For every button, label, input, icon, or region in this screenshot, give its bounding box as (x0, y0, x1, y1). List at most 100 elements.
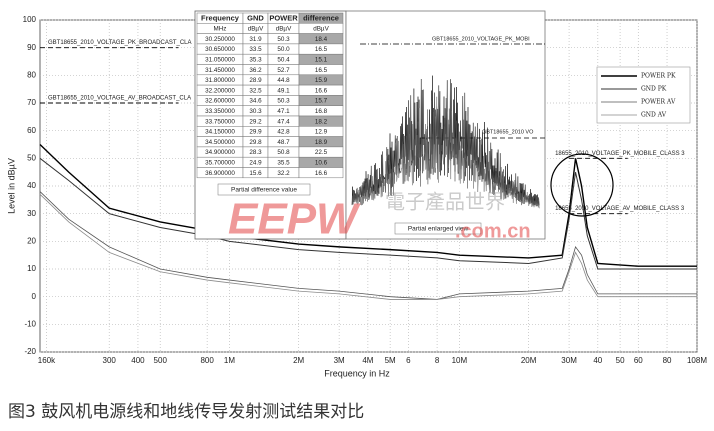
table-text: GND (247, 14, 264, 23)
y-tick-label: 40 (27, 181, 36, 190)
x-tick-label: 6 (406, 356, 411, 365)
table-text: 48.7 (277, 139, 290, 146)
table-text: 47.1 (277, 108, 290, 115)
y-tick-label: 70 (27, 98, 36, 107)
table-text: 34.150000 (205, 129, 235, 136)
x-tick-label: 5M (385, 356, 396, 365)
highlight-circle (550, 153, 614, 217)
table-text: 50.3 (277, 98, 290, 105)
watermark-domain: .com.cn (455, 220, 531, 242)
x-tick-label: 50 (616, 356, 625, 365)
table-text: difference (303, 14, 339, 23)
table-text: 31.800000 (205, 77, 235, 84)
y-tick-label: 10 (27, 264, 36, 273)
x-tick-label: 8 (435, 356, 440, 365)
table-text: dBµV (248, 26, 264, 33)
table-text: 15.6 (249, 170, 262, 177)
table-text: 47.4 (277, 118, 290, 125)
y-tick-label: 100 (23, 15, 37, 24)
table-text: 32.5 (249, 87, 262, 94)
inset-label-box (394, 222, 482, 235)
table-text: 30.3 (249, 108, 262, 115)
legend-label: GND PK (641, 86, 667, 93)
x-tick-label: 1M (224, 356, 235, 365)
y-tick-label: 60 (27, 126, 36, 135)
table-text: 52.7 (277, 67, 290, 74)
table-text: 18.2 (315, 118, 328, 125)
table-text: 28.9 (249, 77, 262, 84)
table-text: 29.2 (249, 118, 262, 125)
x-tick-label: 400 (131, 356, 145, 365)
table-text: 16.5 (315, 46, 328, 53)
table-text: POWER (269, 14, 298, 23)
x-tick-label: 500 (154, 356, 168, 365)
watermark-brand: EEPW (228, 195, 361, 244)
inset-limit-label: GBT18655_2010_VOLTAGE_PK_MOBI (432, 36, 530, 42)
table-text: 50.0 (277, 46, 290, 53)
table-text: 30.250000 (205, 36, 235, 43)
table-text: 42.8 (277, 129, 290, 136)
y-tick-label: 20 (27, 236, 36, 245)
table-text: 35.700000 (205, 160, 235, 167)
table-text: 35.5 (277, 160, 290, 167)
table-text: dBµV (276, 26, 292, 33)
table-text: 44.8 (277, 77, 290, 84)
table-text: 15.9 (315, 77, 328, 84)
table-text: 12.9 (315, 129, 328, 136)
table-text: 36.2 (249, 67, 262, 74)
table-text: 33.750000 (205, 118, 235, 125)
series-line (39, 143, 697, 267)
figure-caption: 图3 鼓风机电源线和地线传导发射测试结果对比 (8, 402, 364, 422)
table-text: 16.5 (315, 67, 328, 74)
table-text: 30.650000 (205, 46, 235, 53)
limit-label: GBT18655_2010_VOLTAGE_AV_BROADCAST_CLA (48, 96, 191, 102)
table-text: 18.9 (315, 139, 328, 146)
x-tick-label: 4M (362, 356, 373, 365)
table-text: 15.1 (315, 57, 328, 64)
y-tick-label: 50 (27, 153, 36, 162)
series-line (39, 194, 697, 300)
table-text: 36.900000 (205, 170, 235, 177)
table-text: 18.4 (315, 36, 328, 43)
limit-label: 18655_2010_VOLTAGE_PK_MOBILE_CLASS 3 (555, 151, 685, 157)
limit-label: 18655_2010_VOLTAGE_AV_MOBILE_CLASS 3 (555, 206, 685, 212)
table-caption: Partial difference value (231, 187, 297, 194)
table-text: 10.6 (315, 160, 328, 167)
table-text: 50.8 (277, 149, 290, 156)
table-text: 29.9 (249, 129, 262, 136)
series-line (39, 157, 697, 270)
table-text: 16.6 (315, 170, 328, 177)
series-line (39, 191, 697, 300)
table-cell (298, 167, 344, 179)
x-axis-label: Frequency in Hz (324, 368, 390, 378)
x-tick-label: 80 (663, 356, 672, 365)
table-text: 24.9 (249, 160, 262, 167)
table-text: 34.500000 (205, 139, 235, 146)
table-text: 31.450000 (205, 67, 235, 74)
inset-label: Partial enlarged view (408, 226, 469, 233)
table-text: 32.2 (277, 170, 290, 177)
table-text: 34.900000 (205, 149, 235, 156)
table-text: 22.5 (315, 149, 328, 156)
inset-trace (351, 96, 540, 209)
x-tick-label: 300 (103, 356, 117, 365)
table-text: 32.600000 (205, 98, 235, 105)
x-tick-label: 160k (38, 356, 56, 365)
table-text: 33.5 (249, 46, 262, 53)
table-text: MHz (214, 26, 227, 33)
x-tick-label: 800 (200, 356, 214, 365)
table-text: Frequency (201, 14, 240, 23)
y-tick-label: -10 (24, 319, 36, 328)
y-tick-label: 90 (27, 43, 36, 52)
x-tick-label: 30M (561, 356, 577, 365)
y-axis-label: Level in dBµV (6, 158, 16, 214)
x-tick-label: 2M (293, 356, 304, 365)
watermark-name: 電子產品世界 (385, 190, 505, 214)
x-tick-label: 3M (334, 356, 345, 365)
table-text: 34.6 (249, 98, 262, 105)
y-tick-label: 0 (32, 292, 37, 301)
table-text: 31.050000 (205, 57, 235, 64)
x-tick-label: 40 (593, 356, 602, 365)
table-text: 35.3 (249, 57, 262, 64)
